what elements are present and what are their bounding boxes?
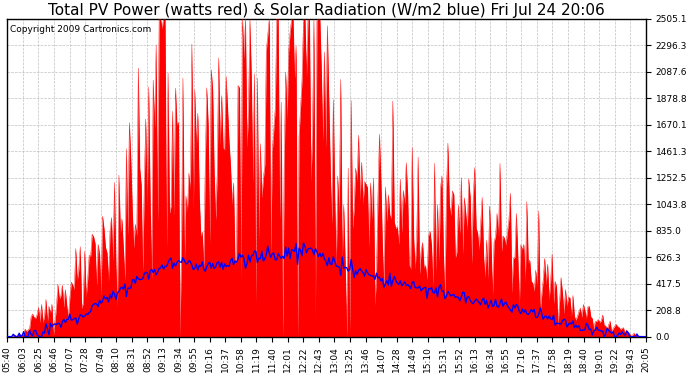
Title: Total PV Power (watts red) & Solar Radiation (W/m2 blue) Fri Jul 24 20:06: Total PV Power (watts red) & Solar Radia…	[48, 3, 605, 18]
Text: Copyright 2009 Cartronics.com: Copyright 2009 Cartronics.com	[10, 25, 152, 34]
